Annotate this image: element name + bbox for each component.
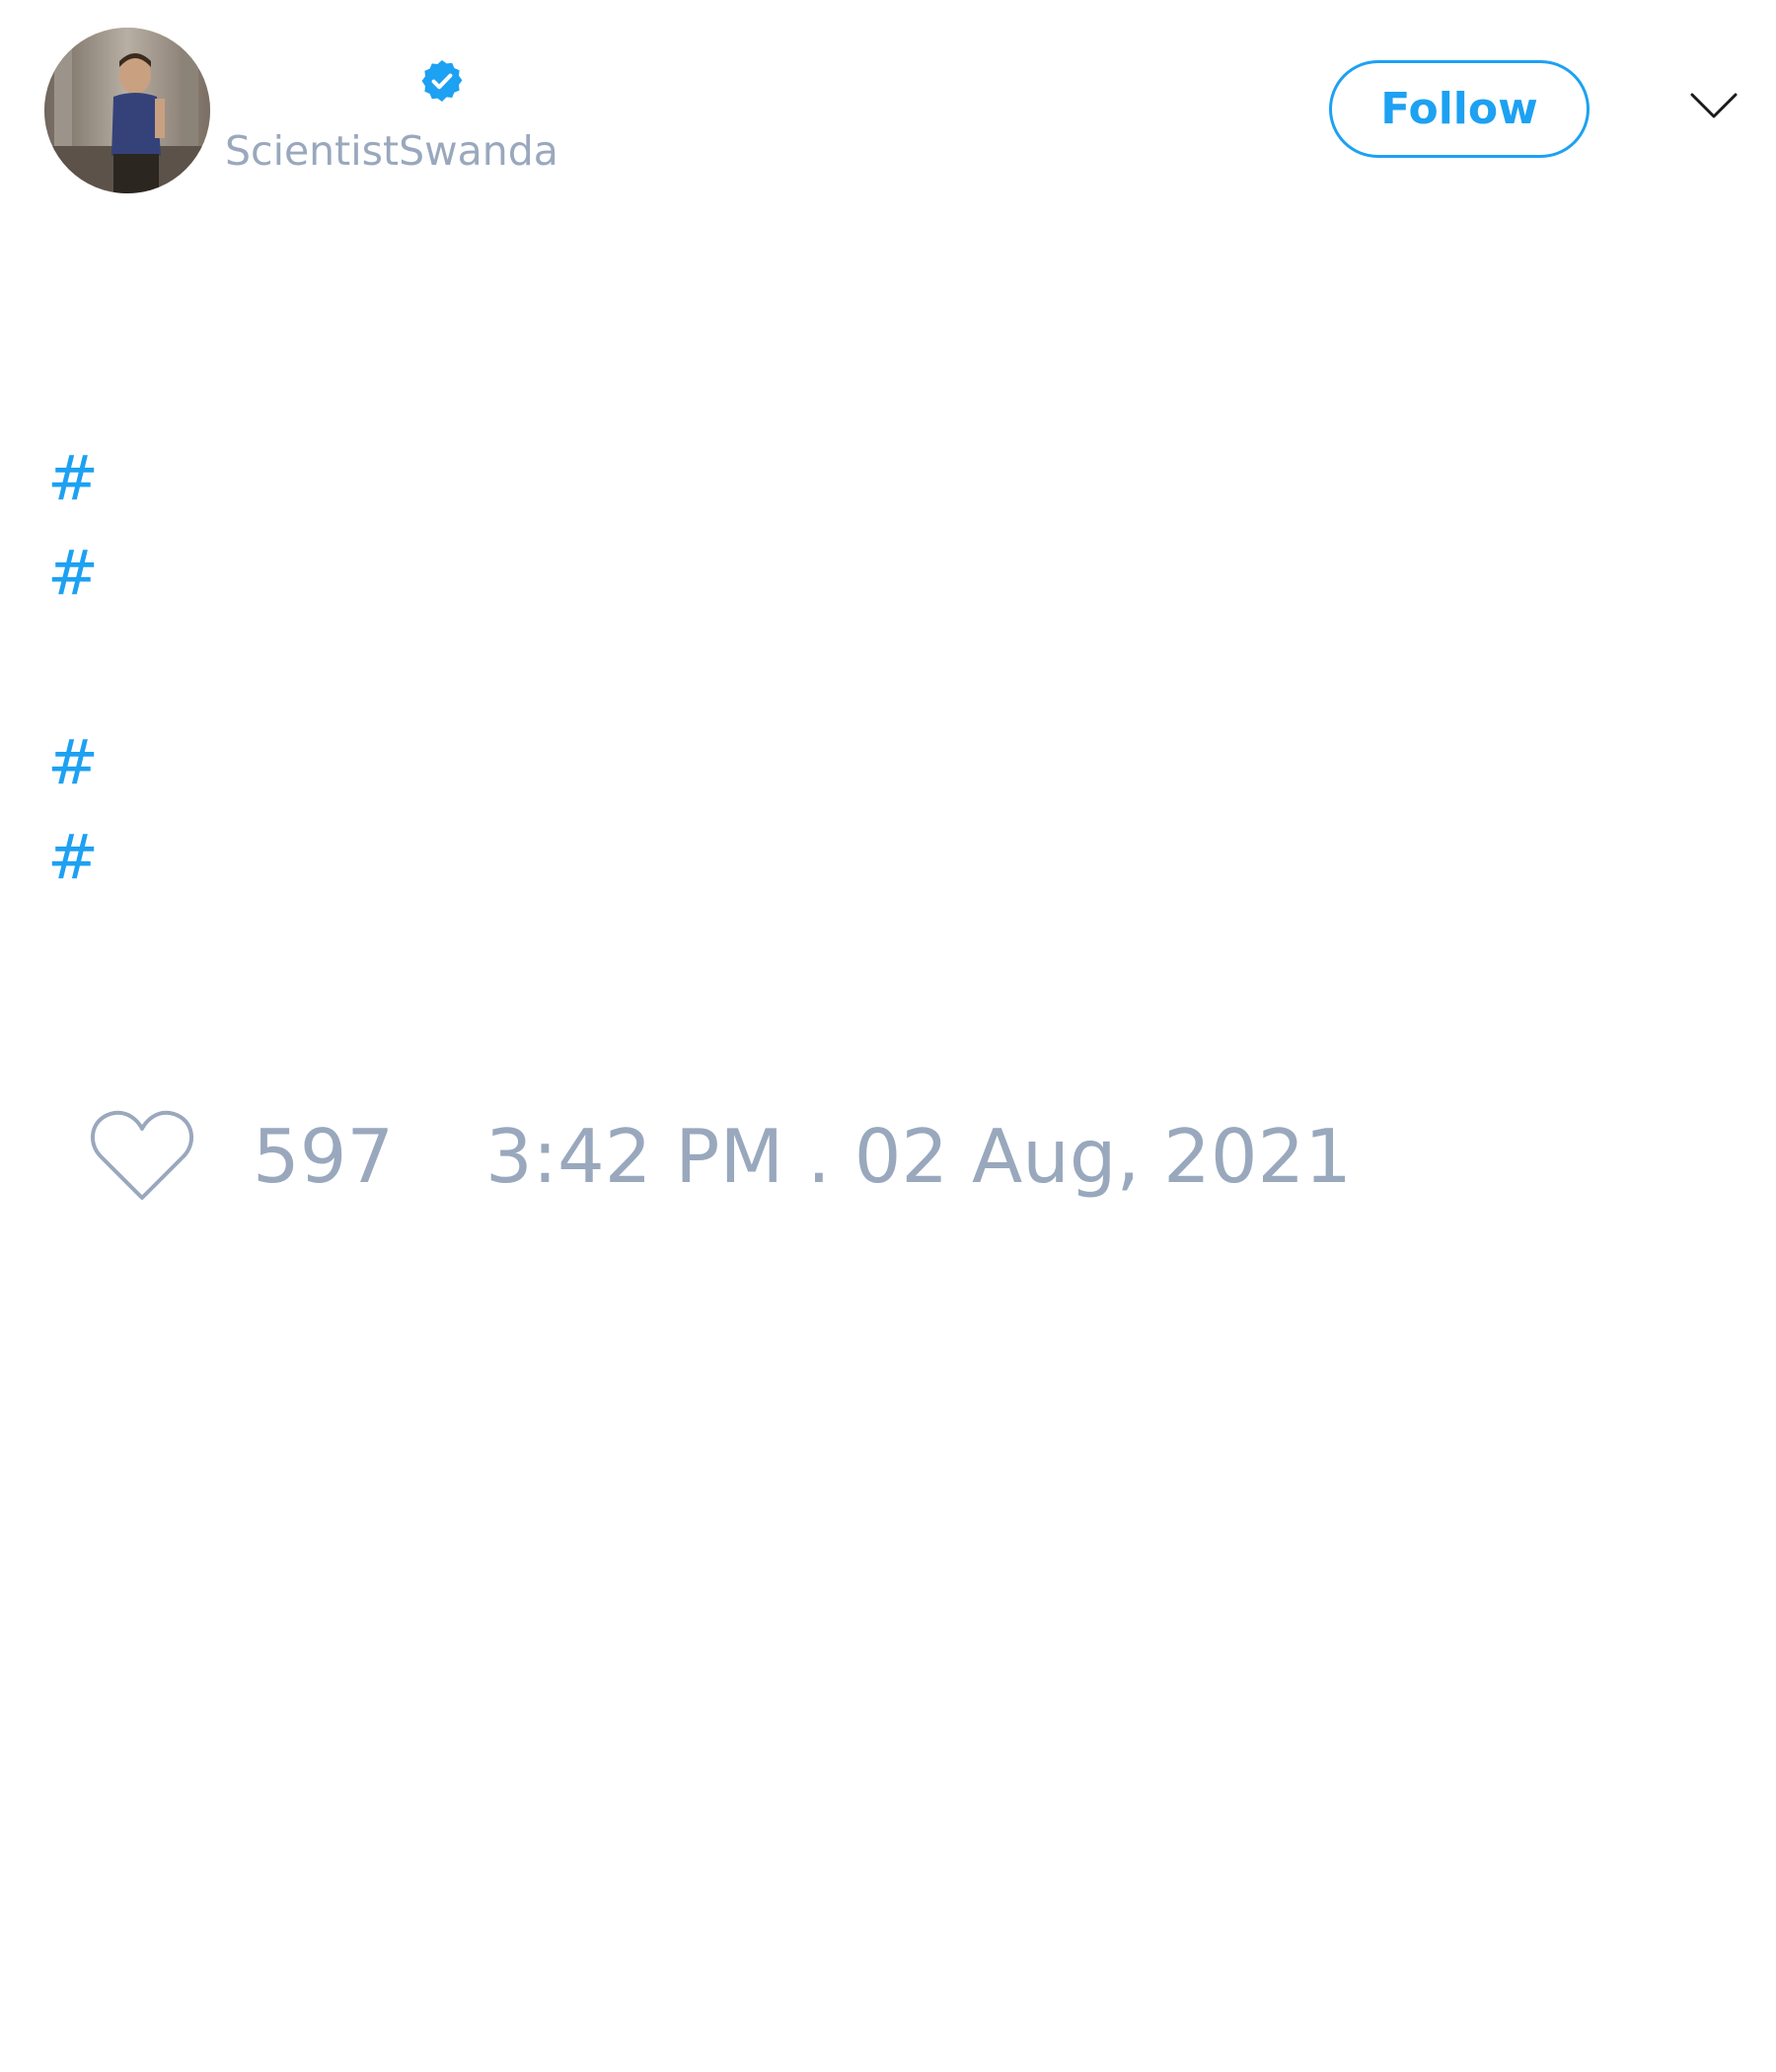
like-count: 597	[253, 1113, 395, 1200]
avatar-photo	[44, 28, 210, 193]
follow-button[interactable]: Follow	[1329, 60, 1590, 158]
hashtag-link-3[interactable]: #	[47, 726, 99, 798]
hashtag-link-1[interactable]: #	[47, 442, 99, 514]
hashtag-link-2[interactable]: #	[47, 537, 99, 609]
hashtag-link-4[interactable]: #	[47, 821, 99, 893]
chevron-down-icon[interactable]	[1689, 91, 1739, 120]
verified-badge-icon	[421, 60, 463, 102]
author-handle[interactable]: ScientistSwanda	[225, 127, 558, 175]
tweet-timestamp[interactable]: 3:42 PM . 02 Aug, 2021	[485, 1113, 1352, 1200]
avatar[interactable]	[44, 28, 210, 193]
heart-icon[interactable]	[89, 1107, 195, 1202]
